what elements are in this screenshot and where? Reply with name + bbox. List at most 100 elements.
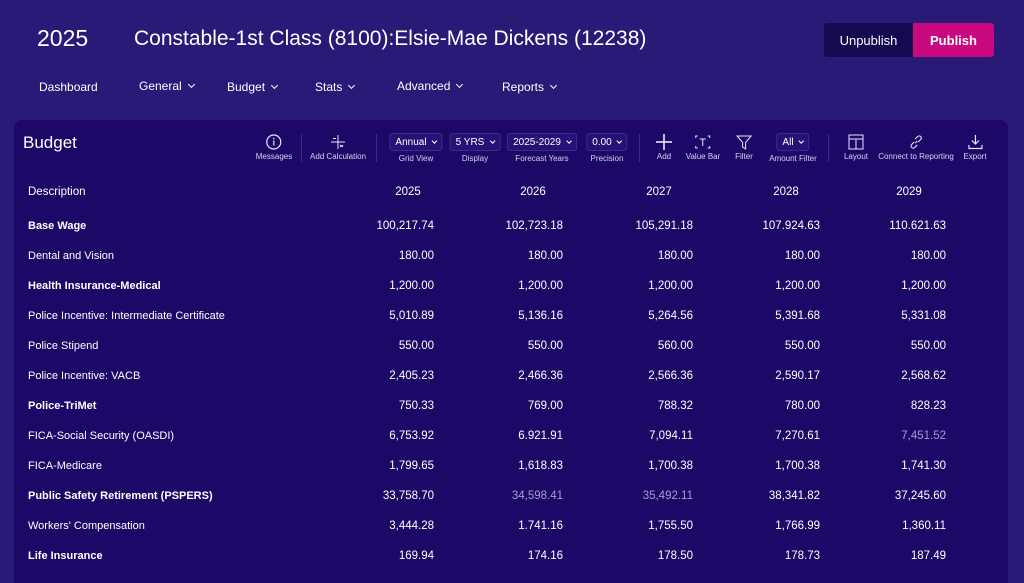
- display-select[interactable]: 5 YRS Display: [449, 133, 501, 163]
- row-value[interactable]: 550.00: [910, 340, 946, 352]
- row-value[interactable]: 6.921.91: [518, 430, 563, 442]
- select-value: Annual: [395, 136, 427, 148]
- row-value[interactable]: 788.32: [657, 400, 693, 412]
- row-value[interactable]: 180.00: [527, 250, 563, 262]
- layout-button[interactable]: Layout: [844, 132, 868, 161]
- grid-view-select[interactable]: Annual Grid View: [389, 133, 443, 163]
- row-value[interactable]: 550.00: [398, 340, 434, 352]
- nav-advanced[interactable]: Advanced: [397, 79, 464, 93]
- row-value[interactable]: 5,136.16: [518, 310, 563, 322]
- row-value[interactable]: 174.16: [527, 550, 563, 562]
- divider: [376, 134, 377, 162]
- row-value[interactable]: 110.621.63: [889, 220, 946, 232]
- row-value[interactable]: 2,566.36: [648, 370, 693, 382]
- row-value[interactable]: 1,766.99: [775, 520, 820, 532]
- column-header-year: 2029: [896, 186, 922, 198]
- row-value[interactable]: 1,200.00: [389, 280, 434, 292]
- row-value[interactable]: 1,700.38: [775, 460, 820, 472]
- messages-button[interactable]: Messages: [256, 132, 292, 161]
- export-button[interactable]: Export: [963, 132, 987, 161]
- row-value[interactable]: 1,360.11: [902, 520, 946, 532]
- row-value[interactable]: 1,200.00: [518, 280, 563, 292]
- row-value[interactable]: 6,753.92: [389, 430, 434, 442]
- row-value[interactable]: 2,590.17: [775, 370, 820, 382]
- tool-label: Value Bar: [685, 152, 721, 161]
- row-value[interactable]: 180.00: [784, 250, 820, 262]
- row-value[interactable]: 178.50: [657, 550, 693, 562]
- publish-button[interactable]: Publish: [913, 23, 994, 57]
- amount-filter-select[interactable]: All Amount Filter: [769, 133, 817, 163]
- row-value[interactable]: 550.00: [784, 340, 820, 352]
- row-value[interactable]: 5,391.68: [775, 310, 820, 322]
- nav-label: Reports: [502, 80, 545, 94]
- row-value[interactable]: 560.00: [657, 340, 693, 352]
- row-value[interactable]: 1,618.83: [518, 460, 563, 472]
- row-value[interactable]: 1,200.00: [901, 280, 946, 292]
- nav-label: General: [139, 79, 182, 93]
- publish-controls: Unpublish Publish: [824, 23, 994, 57]
- nav-general[interactable]: General: [139, 79, 195, 93]
- row-value[interactable]: 5,264.56: [648, 310, 693, 322]
- row-value[interactable]: 780.00: [784, 400, 820, 412]
- row-value[interactable]: 7,451.52: [901, 430, 946, 442]
- row-value[interactable]: 180.00: [398, 250, 434, 262]
- nav-dashboard[interactable]: Dashboard: [39, 80, 98, 94]
- filter-button[interactable]: Filter: [735, 132, 753, 161]
- tool-label: Add Calculation: [309, 152, 367, 161]
- row-value[interactable]: 2,466.36: [518, 370, 563, 382]
- row-value[interactable]: 169.94: [398, 550, 434, 562]
- row-value[interactable]: 5,331.08: [901, 310, 946, 322]
- row-value[interactable]: 1.741.16: [518, 520, 563, 532]
- row-value[interactable]: 102,723.18: [505, 220, 563, 232]
- row-value[interactable]: 1,200.00: [775, 280, 820, 292]
- row-value[interactable]: 2,405.23: [389, 370, 434, 382]
- value-bar-button[interactable]: Value Bar: [685, 132, 721, 161]
- connect-to-reporting-button[interactable]: Connect to Reporting: [878, 132, 954, 161]
- row-value[interactable]: 1,700.38: [648, 460, 693, 472]
- row-value[interactable]: 7,270.61: [775, 430, 820, 442]
- chevron-down-icon: [187, 80, 195, 89]
- row-value[interactable]: 7,094.11: [649, 430, 693, 442]
- row-value[interactable]: 1,200.00: [648, 280, 693, 292]
- row-value[interactable]: 34,598.41: [511, 490, 563, 502]
- row-description: Police-TriMet: [28, 400, 97, 412]
- row-value[interactable]: 100,217.74: [376, 220, 434, 232]
- row-value[interactable]: 180.00: [657, 250, 693, 262]
- row-value[interactable]: 750.33: [398, 400, 434, 412]
- chevron-down-icon: [348, 81, 356, 90]
- row-value[interactable]: 2,568.62: [901, 370, 946, 382]
- row-value[interactable]: 3,444.28: [389, 520, 434, 532]
- nav-stats[interactable]: Stats: [315, 80, 356, 94]
- row-value[interactable]: 769.00: [527, 400, 563, 412]
- row-value[interactable]: 187.49: [910, 550, 946, 562]
- forecast-years-select[interactable]: 2025-2029 Forecast Years: [507, 133, 577, 163]
- layout-icon: [844, 132, 868, 152]
- row-value[interactable]: 5,010.89: [389, 310, 434, 322]
- row-value[interactable]: 33,758.70: [382, 490, 434, 502]
- row-value[interactable]: 178.73: [784, 550, 820, 562]
- row-value[interactable]: 180.00: [910, 250, 946, 262]
- nav-budget[interactable]: Budget: [227, 80, 279, 94]
- chevron-down-icon: [456, 80, 464, 89]
- row-value[interactable]: 1,799.65: [389, 460, 434, 472]
- row-value[interactable]: 107.924.63: [762, 220, 820, 232]
- row-value[interactable]: 828.23: [910, 400, 946, 412]
- row-value[interactable]: 35,492.11: [642, 490, 693, 502]
- unpublish-button[interactable]: Unpublish: [824, 23, 913, 57]
- add-button[interactable]: Add: [656, 132, 672, 161]
- row-value[interactable]: 105,291.18: [635, 220, 693, 232]
- row-value[interactable]: 1,755.50: [648, 520, 693, 532]
- row-value[interactable]: 1,741.30: [901, 460, 946, 472]
- row-value[interactable]: 550.00: [527, 340, 563, 352]
- tool-label: Messages: [255, 152, 293, 161]
- add-calculation-button[interactable]: Add Calculation: [310, 132, 366, 161]
- tool-label: Filter: [735, 152, 753, 161]
- precision-select[interactable]: 0.00 Precision: [586, 133, 628, 163]
- column-header-year: 2026: [520, 186, 546, 198]
- nav-reports[interactable]: Reports: [502, 80, 558, 94]
- tool-label: Export: [963, 152, 987, 161]
- row-description: Dental and Vision: [28, 250, 115, 262]
- row-value[interactable]: 38,341.82: [768, 490, 820, 502]
- row-value[interactable]: 37,245.60: [894, 490, 946, 502]
- tool-label: Precision: [590, 154, 624, 163]
